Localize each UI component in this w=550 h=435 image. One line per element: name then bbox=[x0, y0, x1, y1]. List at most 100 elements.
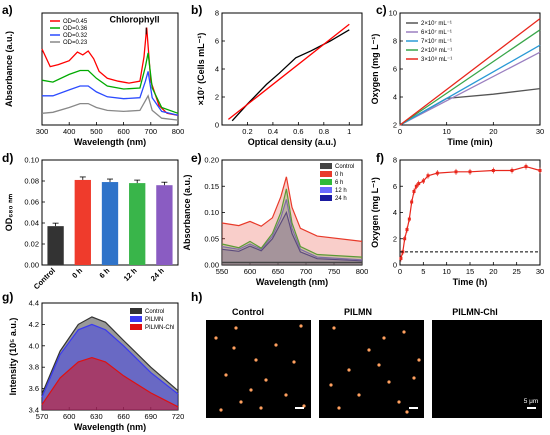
data-point bbox=[417, 182, 421, 186]
x-tick-label: 0.4 bbox=[268, 127, 278, 136]
panel-label-e: e) bbox=[191, 151, 202, 165]
annotation: Chlorophyll bbox=[109, 15, 159, 25]
legend-swatch bbox=[130, 308, 142, 314]
x-tick-label: 30 bbox=[536, 127, 544, 136]
legend-swatch bbox=[320, 187, 332, 193]
image-pilmn-chl bbox=[432, 320, 542, 418]
x-tick-label: 720 bbox=[172, 412, 185, 421]
y-tick-label: 0.08 bbox=[24, 177, 39, 186]
x-axis-label: Time (h) bbox=[453, 277, 488, 287]
fluorescent-dot bbox=[292, 360, 296, 364]
fluorescent-dot bbox=[405, 410, 409, 414]
legend-label: 2×10⁸ mL⁻¹ bbox=[421, 47, 452, 54]
data-point bbox=[510, 169, 514, 172]
fluorescent-dot bbox=[234, 326, 238, 330]
bar bbox=[129, 183, 146, 265]
series-line bbox=[227, 23, 350, 120]
fluorescent-dot bbox=[332, 326, 336, 330]
x-axis-label: Wavelength (nm) bbox=[74, 422, 146, 432]
y-tick-label: 0.00 bbox=[24, 261, 39, 270]
legend-label: Control bbox=[335, 164, 354, 170]
legend-label: 12 h bbox=[335, 188, 347, 194]
y-tick-label: 4 bbox=[393, 208, 397, 217]
data-point bbox=[405, 228, 409, 232]
fluorescent-dot bbox=[274, 343, 278, 347]
fluorescent-dot bbox=[402, 330, 406, 334]
data-point bbox=[426, 174, 430, 178]
x-tick-label: 660 bbox=[117, 412, 130, 421]
x-tick-label: 10 bbox=[442, 127, 450, 136]
y-axis-label: Oxygen (mg L⁻¹) bbox=[370, 34, 380, 105]
x-tick-label: 600 bbox=[244, 267, 257, 276]
fluorescent-dot bbox=[417, 358, 421, 362]
data-point bbox=[435, 171, 439, 175]
y-tick-label: 8 bbox=[393, 156, 397, 165]
legend-swatch bbox=[320, 163, 332, 169]
x-tick-label: 20 bbox=[489, 267, 497, 276]
x-tick-label: 15 bbox=[466, 267, 474, 276]
legend-label: 6×10⁷ mL⁻¹ bbox=[421, 29, 452, 36]
y-tick-label: 0.05 bbox=[204, 234, 219, 243]
bar bbox=[156, 185, 173, 265]
legend-label: 6 h bbox=[335, 180, 343, 186]
chart-b: 0.2 0.4 0.6 0.8 1 0 2 4 6 8 Optical density (a.u.)… bbox=[196, 9, 363, 147]
data-point bbox=[454, 170, 458, 174]
x-tick-label: 5 bbox=[421, 267, 425, 276]
y-tick-label: 0 bbox=[215, 121, 219, 130]
series-line bbox=[41, 94, 179, 121]
y-tick-label: 8 bbox=[215, 9, 219, 18]
series-line bbox=[231, 29, 350, 122]
panel-label-f: f) bbox=[376, 151, 384, 165]
series-area bbox=[222, 212, 362, 265]
chart-a: 300 400 500 600 700 800 Wavelength (nm) Absorba… bbox=[4, 12, 185, 147]
x-tick-label: 30 bbox=[536, 267, 544, 276]
y-tick-label: 0.02 bbox=[24, 240, 39, 249]
scale-bar bbox=[527, 407, 536, 409]
y-axis-label: OD₆₈₀ ₙₘ bbox=[4, 193, 14, 231]
image-title-control: Control bbox=[232, 307, 264, 317]
category-label: Control bbox=[32, 266, 57, 291]
data-point bbox=[410, 200, 414, 204]
x-tick-label: 600 bbox=[117, 127, 130, 136]
data-point bbox=[421, 179, 425, 183]
plot-frame bbox=[41, 12, 179, 126]
image-pilmn bbox=[319, 320, 424, 418]
panel-label-a: a) bbox=[2, 3, 13, 17]
fluorescent-dot bbox=[412, 376, 416, 380]
fluorescent-dot bbox=[387, 380, 391, 384]
legend-label: OD=0.23 bbox=[63, 40, 88, 46]
fluorescent-dot bbox=[254, 358, 258, 362]
legend-label: OD=0.45 bbox=[63, 19, 88, 25]
y-tick-label: 0 bbox=[393, 261, 397, 270]
y-tick-label: 3.4 bbox=[29, 406, 39, 415]
legend-swatch bbox=[130, 316, 142, 322]
microscopy-panel: Control PILMN PILMN-Chl 5 μm bbox=[206, 307, 542, 418]
x-tick-label: 1 bbox=[347, 127, 351, 136]
legend-swatch bbox=[130, 324, 142, 330]
fluorescent-dot bbox=[249, 388, 253, 392]
x-tick-label: 500 bbox=[90, 127, 103, 136]
x-tick-label: 0.8 bbox=[319, 127, 329, 136]
legend-label: OD=0.36 bbox=[63, 26, 88, 32]
x-axis-label: Wavelength (nm) bbox=[74, 137, 146, 147]
y-tick-label: 0.06 bbox=[24, 198, 39, 207]
y-tick-label: 4 bbox=[393, 93, 397, 102]
data-point bbox=[468, 170, 472, 174]
category-label: 12 h bbox=[122, 266, 139, 283]
x-tick-label: 800 bbox=[172, 127, 185, 136]
fluorescent-dot bbox=[224, 373, 228, 377]
bar bbox=[74, 179, 91, 265]
x-tick-label: 570 bbox=[36, 412, 49, 421]
fluorescent-dot bbox=[397, 400, 401, 404]
chart-f: 0 5 10 15 20 25 30 0 2 4 6 8 Time (h) Oxygen (mg L⁻¹) bbox=[370, 156, 544, 288]
data-point bbox=[399, 256, 403, 260]
y-tick-label: 4.4 bbox=[29, 299, 39, 308]
x-tick-label: 0.2 bbox=[242, 127, 252, 136]
scale-bar bbox=[295, 407, 304, 409]
series-line bbox=[399, 44, 541, 126]
scale-bar bbox=[409, 407, 418, 409]
y-tick-label: 2 bbox=[393, 234, 397, 243]
y-axis-label: Oxygen (mg L⁻¹) bbox=[370, 177, 380, 248]
